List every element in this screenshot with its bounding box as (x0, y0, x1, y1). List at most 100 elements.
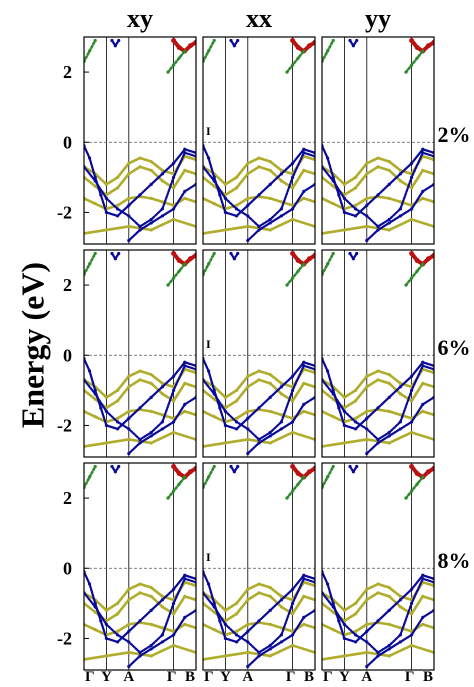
band-point (279, 172, 283, 176)
band-point (354, 175, 358, 179)
band-point (116, 203, 120, 208)
band-point (127, 427, 131, 431)
band-point (326, 369, 330, 373)
band-point (302, 147, 306, 151)
band-point (235, 629, 239, 634)
band-point (93, 464, 97, 469)
band-point (376, 406, 380, 410)
band-point (355, 464, 359, 469)
band-point (302, 196, 306, 200)
band-point (116, 207, 120, 211)
band-point (218, 193, 222, 197)
band-point (207, 156, 211, 160)
band-point (331, 610, 335, 614)
band-point (410, 633, 414, 637)
band-point (302, 594, 306, 598)
band-point (138, 193, 142, 197)
band-point (398, 200, 402, 204)
band-point (116, 399, 120, 403)
band-point (257, 441, 261, 445)
band-point (398, 179, 402, 183)
band-point (398, 427, 402, 431)
band-point (172, 420, 176, 424)
band-point (176, 45, 182, 51)
band-point (257, 582, 261, 586)
band-point (235, 186, 239, 190)
band-line-green (166, 475, 187, 500)
band-point (172, 161, 176, 165)
band-point (229, 38, 233, 43)
band-point (268, 594, 272, 598)
band-point (342, 210, 346, 215)
band-point (365, 664, 369, 669)
band-point (425, 43, 431, 49)
band-point (246, 598, 250, 602)
band-point (398, 207, 402, 211)
band-point (99, 193, 103, 197)
band-point (354, 427, 358, 431)
band-point (302, 262, 306, 266)
band-point (166, 283, 170, 287)
band-point (421, 196, 425, 200)
band-point (398, 385, 402, 389)
band-point (387, 217, 391, 222)
band-point (302, 409, 306, 413)
band-point (193, 39, 196, 45)
band-point (331, 397, 335, 401)
band-point (257, 228, 261, 232)
band-point (291, 217, 295, 222)
band-point (387, 647, 391, 651)
band-point (246, 416, 250, 421)
band-point (376, 441, 380, 445)
band-point (104, 196, 108, 200)
band-point (183, 262, 187, 266)
band-point (431, 465, 434, 471)
column-title: xx (246, 4, 272, 33)
band-point (302, 360, 306, 364)
band-point (404, 283, 408, 287)
panel-frame (321, 249, 435, 458)
band-point (212, 415, 216, 419)
band-point (291, 374, 295, 378)
band-point (414, 471, 420, 477)
band-point (342, 622, 346, 626)
band-point (295, 471, 301, 477)
band-point (331, 38, 335, 43)
band-point (160, 594, 164, 598)
band-point (172, 186, 176, 190)
band-point (93, 415, 97, 419)
band-point (93, 610, 97, 614)
band-point (212, 38, 216, 43)
band-point (127, 598, 131, 602)
band-point (291, 430, 295, 435)
band-point (117, 38, 121, 43)
band-point (302, 622, 306, 626)
band-point (342, 608, 346, 612)
band-line-blue (365, 183, 434, 242)
band-point (149, 409, 153, 413)
band-point (104, 636, 108, 641)
band-point (354, 416, 358, 421)
band-point (149, 643, 153, 648)
band-point (291, 161, 295, 165)
band-point (149, 372, 153, 377)
band-point (223, 636, 227, 641)
band-point (160, 200, 164, 204)
band-point (376, 650, 380, 655)
band-point (410, 374, 414, 378)
band-point (342, 395, 346, 399)
y-tick-label: -2 (57, 628, 72, 648)
band-point (212, 392, 216, 396)
band-point (365, 416, 369, 421)
band-point (337, 193, 341, 197)
band-point (218, 406, 222, 410)
band-point (268, 409, 272, 413)
band-point (127, 196, 131, 200)
band-point (223, 423, 227, 428)
band-point (116, 640, 120, 644)
band-point (290, 464, 296, 470)
band-point (279, 605, 283, 609)
band-point (160, 385, 164, 389)
band-point (127, 416, 131, 421)
band-point (326, 582, 330, 586)
